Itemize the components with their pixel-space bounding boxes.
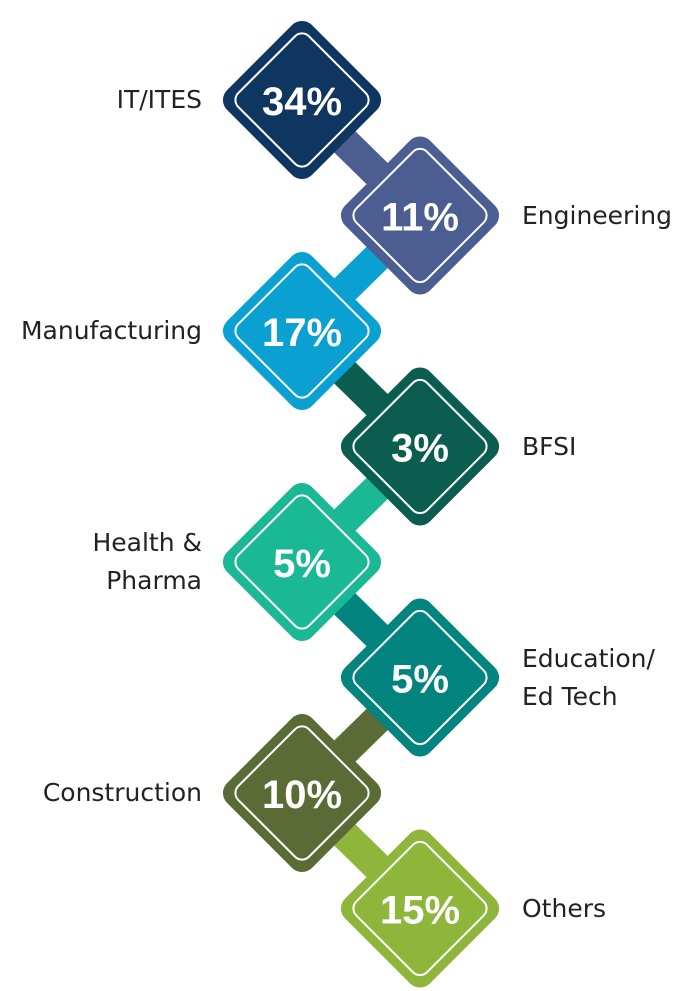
diamonds: 34% 11% 17% 3% 5% 5% 10% 15% [222, 20, 500, 988]
category-label: Others [522, 893, 607, 923]
value-label: 15% [380, 889, 460, 933]
value-label: 34% [262, 80, 342, 124]
diamond-group: 3% [340, 367, 500, 526]
category-label: Education/ Ed Tech [522, 643, 655, 711]
diamond-group: 15% [340, 829, 500, 988]
category-label: Health & Pharma [92, 528, 202, 595]
diamond [222, 713, 382, 873]
diamond-outline [352, 840, 488, 977]
diamond [222, 251, 382, 411]
diamond-group: 17% [222, 251, 382, 411]
diamond-outline [234, 725, 370, 861]
value-label: 10% [262, 773, 342, 817]
category-label: Manufacturing [20, 316, 202, 345]
diamond-outline [352, 378, 488, 515]
diamond-outline [352, 147, 488, 284]
category-label: BFSI [522, 431, 577, 461]
value-label: 3% [391, 427, 449, 471]
diamond [340, 367, 500, 526]
diamond-outline [234, 32, 370, 168]
value-label: 5% [391, 658, 449, 702]
diamond-outline [234, 494, 370, 630]
diamond [340, 829, 500, 988]
category-label: Construction [42, 778, 202, 807]
diamond-group: 5% [222, 482, 382, 642]
diamond-outline [234, 263, 370, 399]
value-label: 11% [381, 196, 459, 240]
category-label: Engineering [522, 200, 672, 230]
diamond-group: 34% [222, 20, 382, 180]
value-label: 17% [262, 311, 342, 355]
diamond [222, 482, 382, 642]
diamond-group: 11% [340, 136, 500, 295]
diamond-outline [352, 609, 488, 746]
diamond [340, 598, 500, 757]
value-label: 5% [273, 542, 331, 586]
diamond-group: 5% [340, 598, 500, 757]
diamond [222, 20, 382, 180]
diamond-group: 10% [222, 713, 382, 873]
category-label: IT/ITES [116, 85, 202, 114]
diamond [340, 136, 500, 295]
